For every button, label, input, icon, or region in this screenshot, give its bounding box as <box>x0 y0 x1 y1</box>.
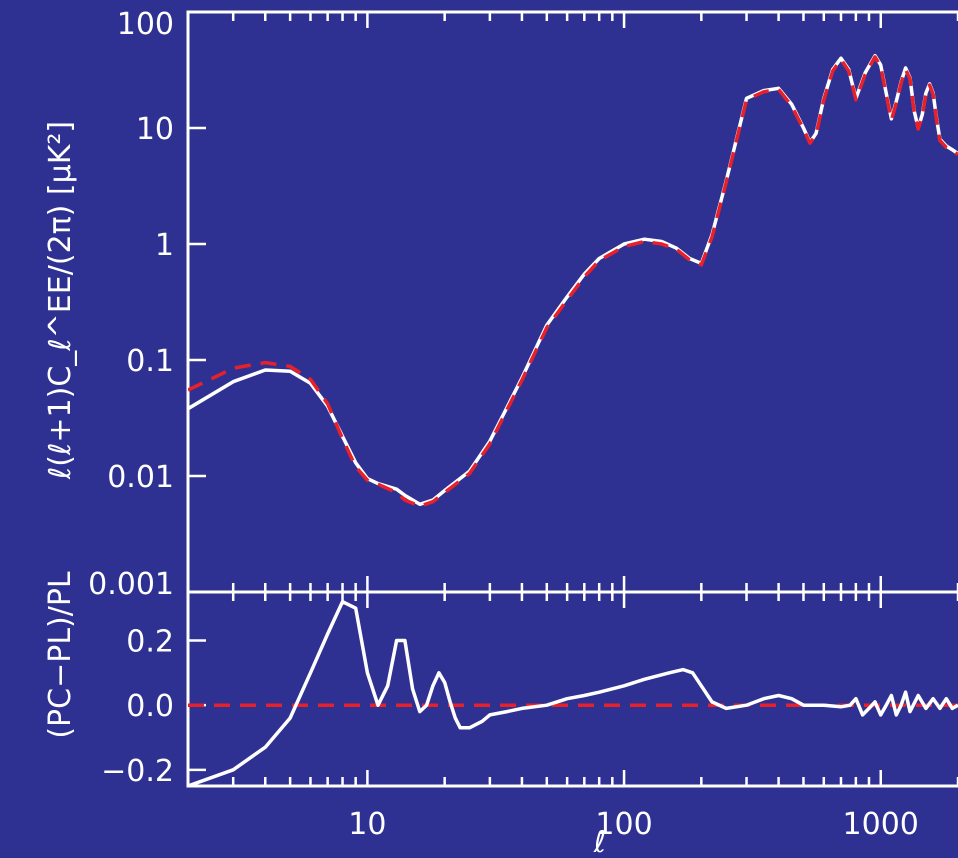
bottom-y-tick-label: 0.2 <box>126 625 174 660</box>
top-series-solid-line <box>188 53 958 507</box>
bottom-series-solid-line <box>188 599 958 786</box>
top-y-tick-label: 0.01 <box>107 460 174 495</box>
x-tick-label: 10 <box>348 807 386 842</box>
top-y-tick-label: 0.1 <box>126 344 174 379</box>
top-y-tick-label: 10 <box>136 112 174 147</box>
top-panel: 100 10 1 0.1 0.01 0.001 <box>88 7 958 602</box>
bottom-y-tick-label: 0.0 <box>126 689 174 724</box>
y-axis-title-bottom: (PC−PL)/PL <box>43 571 78 739</box>
bottom-panel: 0.2 0.0 −0.2 10 100 1000 <box>101 590 958 842</box>
top-series-dashed-line <box>188 55 958 508</box>
top-panel-frame <box>186 10 958 594</box>
top-y-tick-label: 1 <box>155 228 174 263</box>
x-tick-label: 100 <box>595 807 652 842</box>
x-axis-title: ℓ <box>593 825 606 858</box>
bottom-panel-frame <box>186 590 958 788</box>
top-y-tick-label: 0.001 <box>88 567 174 602</box>
y-axis-title-top: ℓ(ℓ+1)C_ℓ^EE/(2π) [μK²] <box>43 121 78 480</box>
bottom-plot-area <box>188 599 958 786</box>
x-tick-label: 1000 <box>843 807 919 842</box>
bottom-y-tick-label: −0.2 <box>101 754 174 789</box>
top-y-tick-label: 100 <box>117 7 174 42</box>
top-plot-area <box>188 53 958 508</box>
